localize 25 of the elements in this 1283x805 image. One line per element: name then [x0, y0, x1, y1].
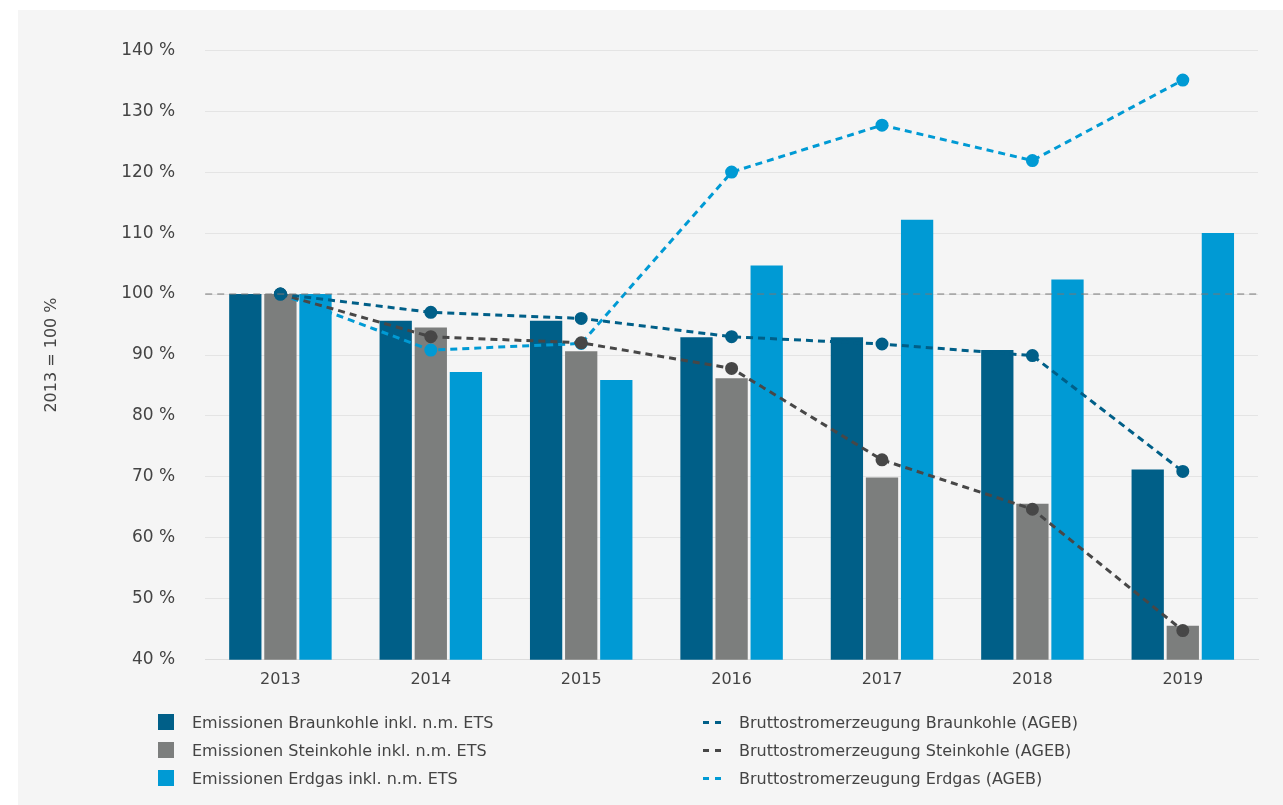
- y-tick-label: 140 %: [121, 38, 176, 59]
- x-tick-label: 2014: [410, 668, 452, 688]
- y-tick-label: 80 %: [132, 404, 176, 425]
- legend-label: Emissionen Erdgas inkl. n.m. ETS: [192, 768, 458, 788]
- x-tick-label: 2013: [260, 668, 301, 688]
- legend-label: Bruttostromerzeugung Steinkohle (AGEB): [739, 740, 1072, 760]
- x-tick-label: 2016: [711, 668, 752, 688]
- y-tick-label: 40 %: [132, 648, 176, 669]
- y-tick-label: 100 %: [121, 282, 176, 303]
- y-tick-label: 110 %: [121, 221, 176, 242]
- y-tick-label: 130 %: [121, 99, 176, 120]
- y-tick-label: 70 %: [132, 465, 176, 486]
- y-axis-title: 2013 = 100 %: [40, 297, 60, 413]
- y-tick-label: 50 %: [132, 587, 176, 608]
- x-tick-label: 2015: [560, 668, 602, 688]
- legend-label: Bruttostromerzeugung Erdgas (AGEB): [739, 768, 1043, 788]
- x-tick-label: 2017: [861, 668, 903, 688]
- legend-label: Bruttostromerzeugung Braunkohle (AGEB): [739, 712, 1078, 732]
- x-tick-label: 2018: [1012, 668, 1053, 688]
- y-tick-label: 60 %: [132, 526, 176, 547]
- y-tick-label: 120 %: [121, 160, 176, 181]
- x-tick-label: 2019: [1162, 668, 1204, 688]
- y-tick-label: 90 %: [132, 343, 176, 364]
- legend-label: Emissionen Braunkohle inkl. n.m. ETS: [192, 712, 494, 732]
- legend-label: Emissionen Steinkohle inkl. n.m. ETS: [192, 740, 487, 760]
